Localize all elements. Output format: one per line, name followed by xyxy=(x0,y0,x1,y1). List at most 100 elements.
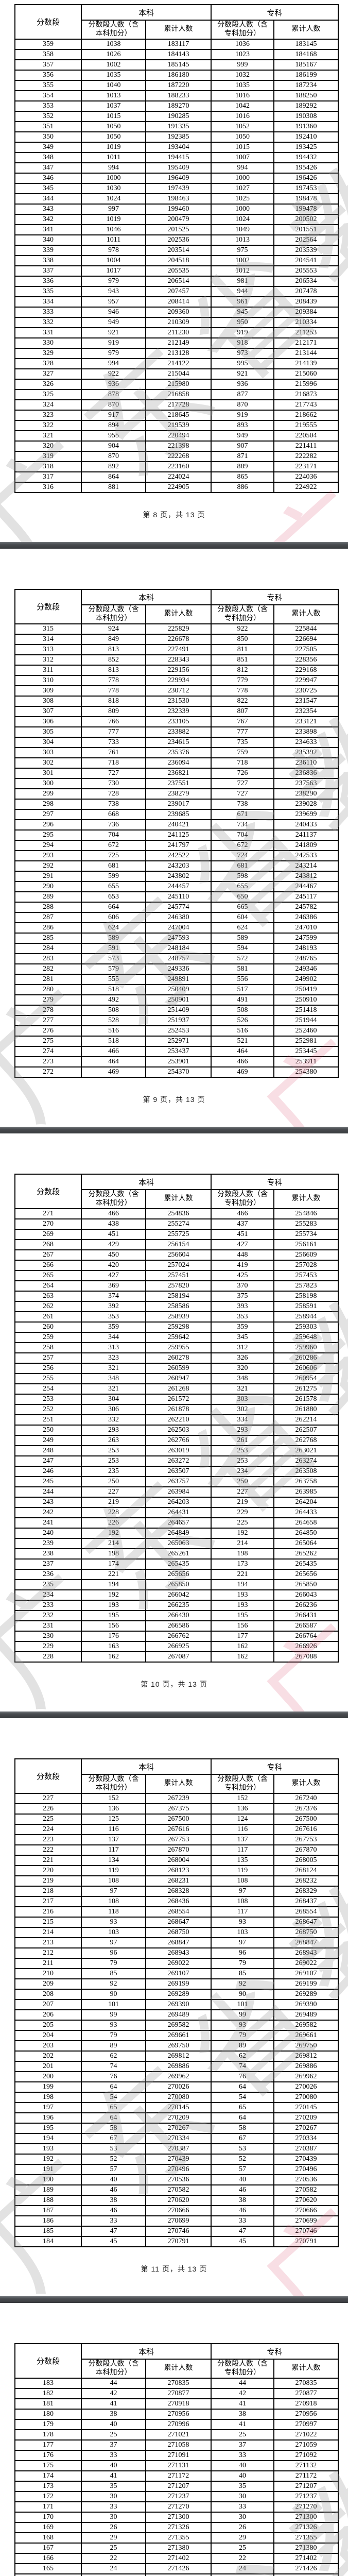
college-count-cell: 655 xyxy=(211,881,275,892)
college-count-cell: 727 xyxy=(211,788,275,800)
college-count-cell: 303 xyxy=(211,1394,275,1405)
college-count-cell: 1049 xyxy=(211,224,275,235)
college-cumulative-cell: 265656 xyxy=(273,1569,339,1580)
college-count-cell: 334 xyxy=(211,1414,275,1426)
undergrad-count-cell: 922 xyxy=(81,368,146,380)
college-count-cell: 93 xyxy=(211,2020,275,2031)
table-header: 分数段 本科 专科 分数段人数（含本科加分） 累计人数 分数段人数（含专科加分）… xyxy=(14,2343,339,2379)
score-band-cell: 350 xyxy=(14,131,82,143)
college-count-cell: 672 xyxy=(211,840,275,851)
undergrad-cumulative-cell: 271380 xyxy=(145,2543,212,2554)
undergrad-cumulative-cell: 201525 xyxy=(145,224,212,235)
college-cumulative-cell: 204541 xyxy=(273,255,339,266)
undergrad-count-cell: 997 xyxy=(81,204,146,215)
header-score-band: 分数段 xyxy=(14,1174,82,1209)
table-row: 179 40 270996 41 270997 xyxy=(14,2419,339,2430)
header-college-group: 专科 xyxy=(211,4,339,21)
score-band-cell: 348 xyxy=(14,152,82,163)
header-college-count: 分数段人数（含专科加分） xyxy=(211,604,275,624)
score-band-cell: 304 xyxy=(14,737,82,748)
table-row: 291 599 243802 598 243812 xyxy=(14,871,339,882)
undergrad-cumulative-cell: 270835 xyxy=(145,2378,212,2389)
undergrad-count-cell: 978 xyxy=(81,245,146,256)
score-rows: 315 924 225829 922 225844 314 849 226678 850 2266… xyxy=(14,623,339,1078)
college-cumulative-cell: 246386 xyxy=(273,912,339,923)
undergrad-cumulative-cell: 270746 xyxy=(145,2226,212,2237)
table-row: 317 864 224024 865 224036 xyxy=(14,471,339,483)
college-cumulative-cell: 221411 xyxy=(273,440,339,452)
undergrad-count-cell: 156 xyxy=(81,1620,146,1632)
college-cumulative-cell: 193425 xyxy=(273,142,339,153)
college-count-cell: 1025 xyxy=(211,193,275,205)
undergrad-count-cell: 195 xyxy=(81,1610,146,1621)
table-row: 267 450 256604 448 256609 xyxy=(14,1249,339,1261)
college-cumulative-cell: 235392 xyxy=(273,747,339,758)
undergrad-count-cell: 427 xyxy=(81,1270,146,1281)
college-cumulative-cell: 270997 xyxy=(273,2419,339,2430)
undergrad-count-cell: 103 xyxy=(81,1927,146,1938)
page-separator xyxy=(0,1127,348,1133)
undergrad-count-cell: 348 xyxy=(81,1373,146,1384)
undergrad-count-cell: 994 xyxy=(81,162,146,174)
college-count-cell: 47 xyxy=(211,2226,275,2237)
header-group-row: 分数段 本科 专科 xyxy=(14,1758,339,1794)
table-row: 279 492 250901 491 250910 xyxy=(14,994,339,1006)
undergrad-cumulative-cell: 254836 xyxy=(145,1208,212,1219)
undergrad-cumulative-cell: 269661 xyxy=(145,2030,212,2041)
table-row: 357 1002 185145 999 185167 xyxy=(14,59,339,71)
undergrad-cumulative-cell: 191335 xyxy=(145,121,212,132)
college-cumulative-cell: 270080 xyxy=(273,2092,339,2103)
table-row: 256 321 260599 320 260606 xyxy=(14,1363,339,1374)
college-count-cell: 944 xyxy=(211,286,275,297)
undergrad-cumulative-cell: 257820 xyxy=(145,1280,212,1292)
table-row: 213 97 268847 97 268847 xyxy=(14,1937,339,1948)
college-count-cell: 101 xyxy=(211,1999,275,2010)
college-count-cell: 918 xyxy=(211,337,275,349)
score-band-cell: 203 xyxy=(14,2040,82,2052)
table-row: 286 624 247004 624 247010 xyxy=(14,922,339,934)
table-row: 245 250 263757 250 263758 xyxy=(14,1476,339,1487)
table-row: 240 192 264849 192 264850 xyxy=(14,1528,339,1539)
table-row: 261 353 258939 353 258944 xyxy=(14,1311,339,1323)
score-band-cell: 294 xyxy=(14,840,82,851)
header-score-band: 分数段 xyxy=(14,2343,82,2379)
college-count-cell: 234 xyxy=(211,1466,275,1477)
undergrad-cumulative-cell: 223160 xyxy=(145,461,212,472)
score-band-cell: 168 xyxy=(14,2532,82,2544)
table-row: 237 174 265435 173 265435 xyxy=(14,1558,339,1570)
table-row: 294 672 241797 672 241809 xyxy=(14,840,339,851)
undergrad-cumulative-cell: 270496 xyxy=(145,2164,212,2175)
college-count-cell: 950 xyxy=(211,317,275,328)
undergrad-count-cell: 516 xyxy=(81,1025,146,1037)
college-cumulative-cell: 271022 xyxy=(273,2429,339,2441)
score-band-cell: 329 xyxy=(14,348,82,359)
undergrad-count-cell: 353 xyxy=(81,1311,146,1323)
table-row: 263 374 258194 375 258198 xyxy=(14,1291,339,1302)
college-count-cell: 516 xyxy=(211,1025,275,1037)
college-cumulative-cell: 262214 xyxy=(273,1414,339,1426)
undergrad-cumulative-cell: 247593 xyxy=(145,933,212,944)
undergrad-count-cell: 108 xyxy=(81,1875,146,1887)
college-cumulative-cell: 251418 xyxy=(273,1005,339,1016)
header-group-row: 分数段 本科 专科 xyxy=(14,589,339,624)
college-count-cell: 451 xyxy=(211,1229,275,1240)
table-row: 337 1017 205535 1012 205553 xyxy=(14,265,339,277)
table-row: 259 344 259642 345 259648 xyxy=(14,1332,339,1343)
college-cumulative-cell: 260286 xyxy=(273,1352,339,1364)
undergrad-cumulative-cell: 250409 xyxy=(145,984,212,995)
undergrad-cumulative-cell: 208414 xyxy=(145,296,212,308)
undergrad-cumulative-cell: 227491 xyxy=(145,644,212,655)
undergrad-count-cell: 99 xyxy=(81,2009,146,2021)
undergrad-cumulative-cell: 229156 xyxy=(145,665,212,676)
undergrad-cumulative-cell: 226678 xyxy=(145,634,212,645)
score-band-cell: 197 xyxy=(14,2102,82,2113)
undergrad-cumulative-cell: 265435 xyxy=(145,1558,212,1570)
undergrad-count-cell: 40 xyxy=(81,2460,146,2471)
undergrad-cumulative-cell: 224905 xyxy=(145,482,212,493)
college-cumulative-cell: 266764 xyxy=(273,1631,339,1642)
table-row: 326 936 215980 936 215996 xyxy=(14,379,339,390)
score-band-cell: 179 xyxy=(14,2419,82,2430)
undergrad-count-cell: 555 xyxy=(81,974,146,985)
undergrad-count-cell: 52 xyxy=(81,2154,146,2165)
score-band-cell: 256 xyxy=(14,1363,82,1374)
